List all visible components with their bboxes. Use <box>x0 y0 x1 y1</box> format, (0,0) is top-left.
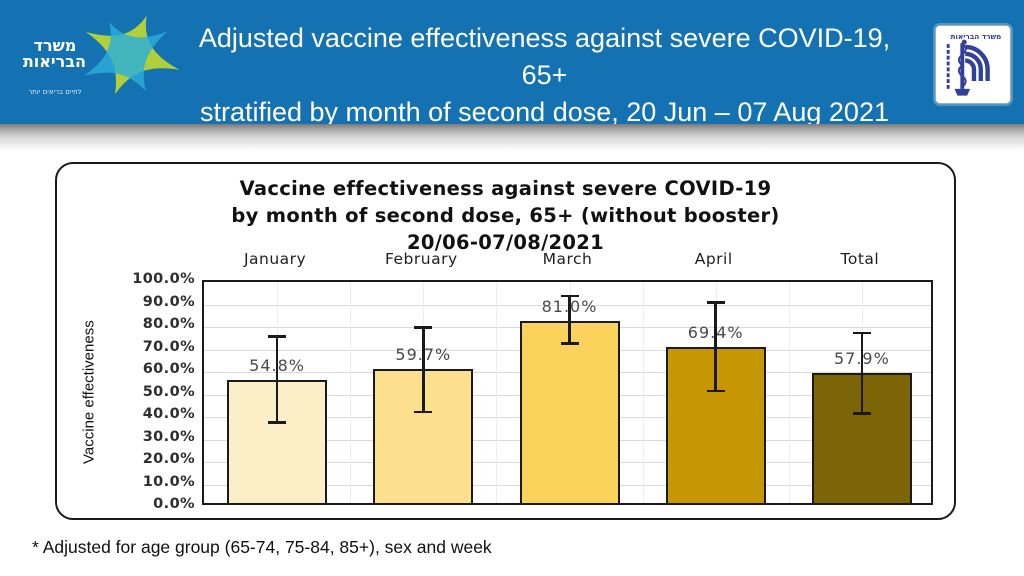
header-drop-shadow <box>0 124 1024 154</box>
category-label-april: April <box>694 250 733 268</box>
error-cap-top-total <box>852 331 871 335</box>
error-cap-bottom-march <box>560 342 579 345</box>
bar-value-april: 69.4% <box>687 322 744 342</box>
y-tick-400: 40.0% <box>142 406 195 422</box>
bar-value-february: 59.7% <box>395 344 452 364</box>
slide-title: Adjusted vaccine effectiveness against s… <box>180 20 909 131</box>
category-label-march: March <box>542 250 593 268</box>
y-tick-800: 80.0% <box>142 316 195 332</box>
y-tick-00: 0.0% <box>153 496 195 512</box>
chart-title-line1: Vaccine effectiveness against severe COV… <box>239 177 772 200</box>
y-tick-900: 90.0% <box>142 293 195 310</box>
error-cap-bottom-february <box>414 410 433 414</box>
v-gridline <box>496 282 498 503</box>
y-tick-500: 50.0% <box>142 383 195 400</box>
moh-logo-name-line2: הבריאות <box>22 52 86 71</box>
bar-value-january: 54.8% <box>249 355 306 375</box>
y-tick-300: 30.0% <box>142 428 195 445</box>
bar-value-march: 81.0% <box>541 296 598 316</box>
y-tick-700: 70.0% <box>142 338 195 355</box>
ministry-of-health-logo: משרד הבריאות לחיים בריאים יותר <box>14 4 199 122</box>
error-cap-bottom-total <box>852 412 871 415</box>
v-gridline <box>642 282 644 503</box>
chart-title: Vaccine effectiveness against severe COV… <box>57 175 954 256</box>
error-bar-april <box>714 302 717 391</box>
error-cap-bottom-april <box>706 389 725 392</box>
error-cap-top-march <box>560 294 579 297</box>
v-gridline <box>788 282 790 503</box>
header-band: משרד הבריאות לחיים בריאים יותר Adjusted … <box>0 0 1024 127</box>
moh-logo-name-line1: משרד <box>33 36 77 55</box>
y-tick-1000: 100.0% <box>132 271 195 287</box>
error-cap-top-january <box>268 335 287 338</box>
moh-logo-name: משרד הבריאות <box>22 36 86 71</box>
y-tick-200: 20.0% <box>142 451 195 467</box>
error-cap-top-april <box>706 301 725 304</box>
bar-march <box>519 320 620 503</box>
error-bar-january <box>275 336 279 422</box>
y-tick-100: 10.0% <box>142 473 195 490</box>
error-bar-february <box>422 327 425 412</box>
moh-star-icon <box>84 15 180 95</box>
footnote: * Adjusted for age group (65-74, 75-84, … <box>32 537 492 557</box>
slide-title-line2: stratified by month of second dose, 20 J… <box>200 97 889 127</box>
moh-logo-tagline: לחיים בריאים יותר <box>28 88 82 96</box>
slide-title-line1: Adjusted vaccine effectiveness against s… <box>198 23 891 90</box>
svg-text:משרד הבריאות: משרד הבריאות <box>950 32 1001 41</box>
h-gridline <box>204 304 931 306</box>
y-tick-600: 60.0% <box>142 361 195 377</box>
chart-title-line2: by month of second dose, 65+ (without bo… <box>231 204 780 227</box>
category-label-total: Total <box>840 250 880 268</box>
plot-area: 54.8% 59.7% 81.0% 69.4% 57.9% <box>202 280 933 505</box>
v-gridline <box>350 282 352 503</box>
category-label-february: February <box>384 250 458 268</box>
error-bar-march <box>568 296 571 344</box>
category-label-january: January <box>243 250 307 268</box>
chart-card: Vaccine effectiveness against severe COV… <box>55 162 956 520</box>
error-bar-total <box>860 333 864 413</box>
moh-emblem-icon: משרד הבריאות <box>946 32 1001 96</box>
error-cap-bottom-january <box>268 421 287 424</box>
error-cap-top-february <box>414 326 433 329</box>
moh-emblem-card: משרד הבריאות <box>935 25 1011 104</box>
chart-title-line3: 20/06-07/08/2021 <box>406 231 605 254</box>
bar-value-total: 57.9% <box>833 348 890 368</box>
